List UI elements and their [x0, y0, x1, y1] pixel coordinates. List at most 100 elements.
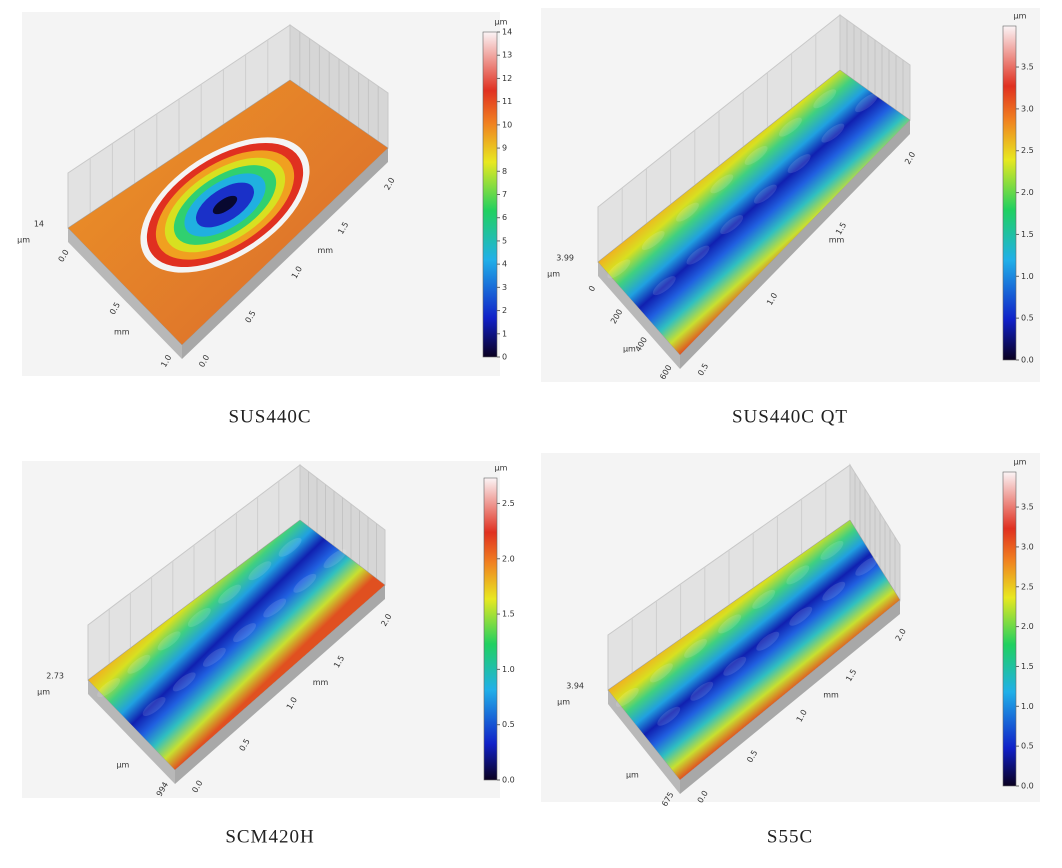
- caption: SUS440C QT: [732, 406, 848, 427]
- colorbar-tick-label: 1.0: [1021, 272, 1034, 281]
- texture: [855, 93, 879, 113]
- colorbar-tick-label: 0.5: [1021, 742, 1034, 751]
- surface-panel: 0.00.51.01.52.0mm675μm3.94μmμm0.00.51.01…: [541, 453, 1040, 808]
- colorbar-tick-label: 1.5: [1021, 662, 1034, 671]
- colorbar-tick-label: 0.0: [502, 776, 515, 785]
- colorbar-tick-label: 2.5: [502, 499, 515, 508]
- crater: [212, 195, 238, 215]
- texture: [787, 154, 811, 174]
- texture: [293, 573, 317, 593]
- texture: [786, 565, 810, 585]
- texture: [97, 678, 121, 698]
- colorbar-tick-label: 1.0: [1021, 702, 1034, 711]
- surface: [87, 519, 386, 771]
- colorbar-tick-label: 2.0: [502, 554, 515, 563]
- side-face: [598, 262, 680, 369]
- colorbar-tick-label: 6: [502, 213, 507, 222]
- texture: [652, 276, 676, 296]
- texture: [157, 631, 181, 651]
- texture: [820, 540, 844, 560]
- surface: [607, 519, 901, 781]
- texture: [855, 556, 879, 576]
- colorbar: [1002, 471, 1017, 787]
- colorbar-tick-label: 0.5: [502, 720, 515, 729]
- y-axis-unit: μm: [626, 771, 639, 780]
- texture: [615, 687, 639, 707]
- texture: [278, 537, 302, 557]
- texture: [187, 607, 211, 627]
- texture: [686, 245, 710, 265]
- y-tick-label: 0: [587, 284, 597, 293]
- texture: [202, 647, 226, 667]
- colorbar-tick-label: 3.0: [1021, 542, 1034, 551]
- surface-panel: 0.51.01.52.0mm0200400600μm3.99μmμm0.00.5…: [541, 8, 1040, 382]
- z-unit: μm: [17, 236, 30, 245]
- colorbar-tick-label: 14: [502, 28, 512, 37]
- colorbar-tick-label: 4: [502, 260, 507, 269]
- colorbar-tick-label: 1.0: [502, 665, 515, 674]
- texture: [752, 589, 776, 609]
- side-face: [68, 228, 182, 359]
- colorbar-tick-label: 1.5: [1021, 230, 1034, 239]
- texture: [172, 672, 196, 692]
- surface: [597, 69, 911, 356]
- texture: [744, 145, 768, 165]
- x-axis-unit: mm: [829, 235, 845, 244]
- texture: [690, 681, 714, 701]
- texture: [142, 697, 166, 716]
- z-unit: μm: [37, 688, 50, 697]
- caption: SCM420H: [225, 826, 314, 847]
- surface-panel: 0.00.51.01.52.0mm994μm2.73μmμm0.00.51.01…: [22, 461, 515, 798]
- texture: [753, 184, 777, 204]
- colorbar-tick-label: 11: [502, 97, 512, 106]
- colorbar-tick-label: 7: [502, 190, 507, 199]
- side-face: [680, 600, 900, 794]
- texture: [718, 614, 742, 634]
- texture: [218, 584, 242, 604]
- colorbar-unit: μm: [495, 464, 508, 473]
- z-max-label: 3.99: [556, 254, 574, 263]
- colorbar: [1002, 25, 1017, 361]
- x-axis-unit: mm: [318, 246, 334, 255]
- colorbar-tick-label: 12: [502, 74, 512, 83]
- colorbar-tick-label: 0.0: [1021, 356, 1034, 365]
- colorbar-unit: μm: [1014, 458, 1027, 467]
- texture: [641, 231, 665, 250]
- texture: [323, 549, 347, 569]
- colorbar-tick-label: 3.5: [1021, 63, 1034, 72]
- texture: [756, 631, 780, 651]
- z-max-label: 14: [34, 220, 44, 229]
- texture: [263, 598, 287, 618]
- texture: [127, 654, 151, 674]
- surface-panel: 0.00.51.01.52.0mm0.00.51.0mm14μmμm012345…: [17, 12, 512, 376]
- colorbar: [483, 477, 498, 781]
- colorbar-tick-label: 3: [502, 283, 507, 292]
- colorbar-tick-label: 2.5: [1021, 582, 1034, 591]
- x-axis-unit: mm: [313, 678, 329, 687]
- colorbar-tick-label: 0.0: [1021, 782, 1034, 791]
- colorbar-unit: μm: [495, 18, 508, 27]
- texture: [684, 638, 707, 658]
- texture: [676, 202, 699, 222]
- texture: [657, 706, 681, 726]
- caption: S55C: [767, 826, 813, 847]
- texture: [789, 606, 813, 626]
- y-axis-unit: μm: [623, 345, 636, 354]
- side-face: [175, 585, 385, 784]
- texture: [778, 117, 802, 137]
- colorbar: [482, 31, 498, 358]
- colorbar-tick-label: 8: [502, 167, 507, 176]
- z-max-label: 2.73: [46, 672, 64, 681]
- colorbar-tick-label: 9: [502, 144, 507, 153]
- colorbar-tick-label: 10: [502, 120, 512, 129]
- side-face: [608, 690, 680, 794]
- texture: [822, 581, 846, 601]
- colorbar-tick-label: 3.5: [1021, 503, 1034, 512]
- texture: [233, 623, 256, 643]
- colorbar-tick-label: 3.0: [1021, 104, 1034, 113]
- z-max-label: 3.94: [566, 682, 584, 691]
- colorbar-tick-label: 2.0: [1021, 622, 1034, 631]
- texture: [813, 89, 837, 109]
- texture: [821, 123, 845, 143]
